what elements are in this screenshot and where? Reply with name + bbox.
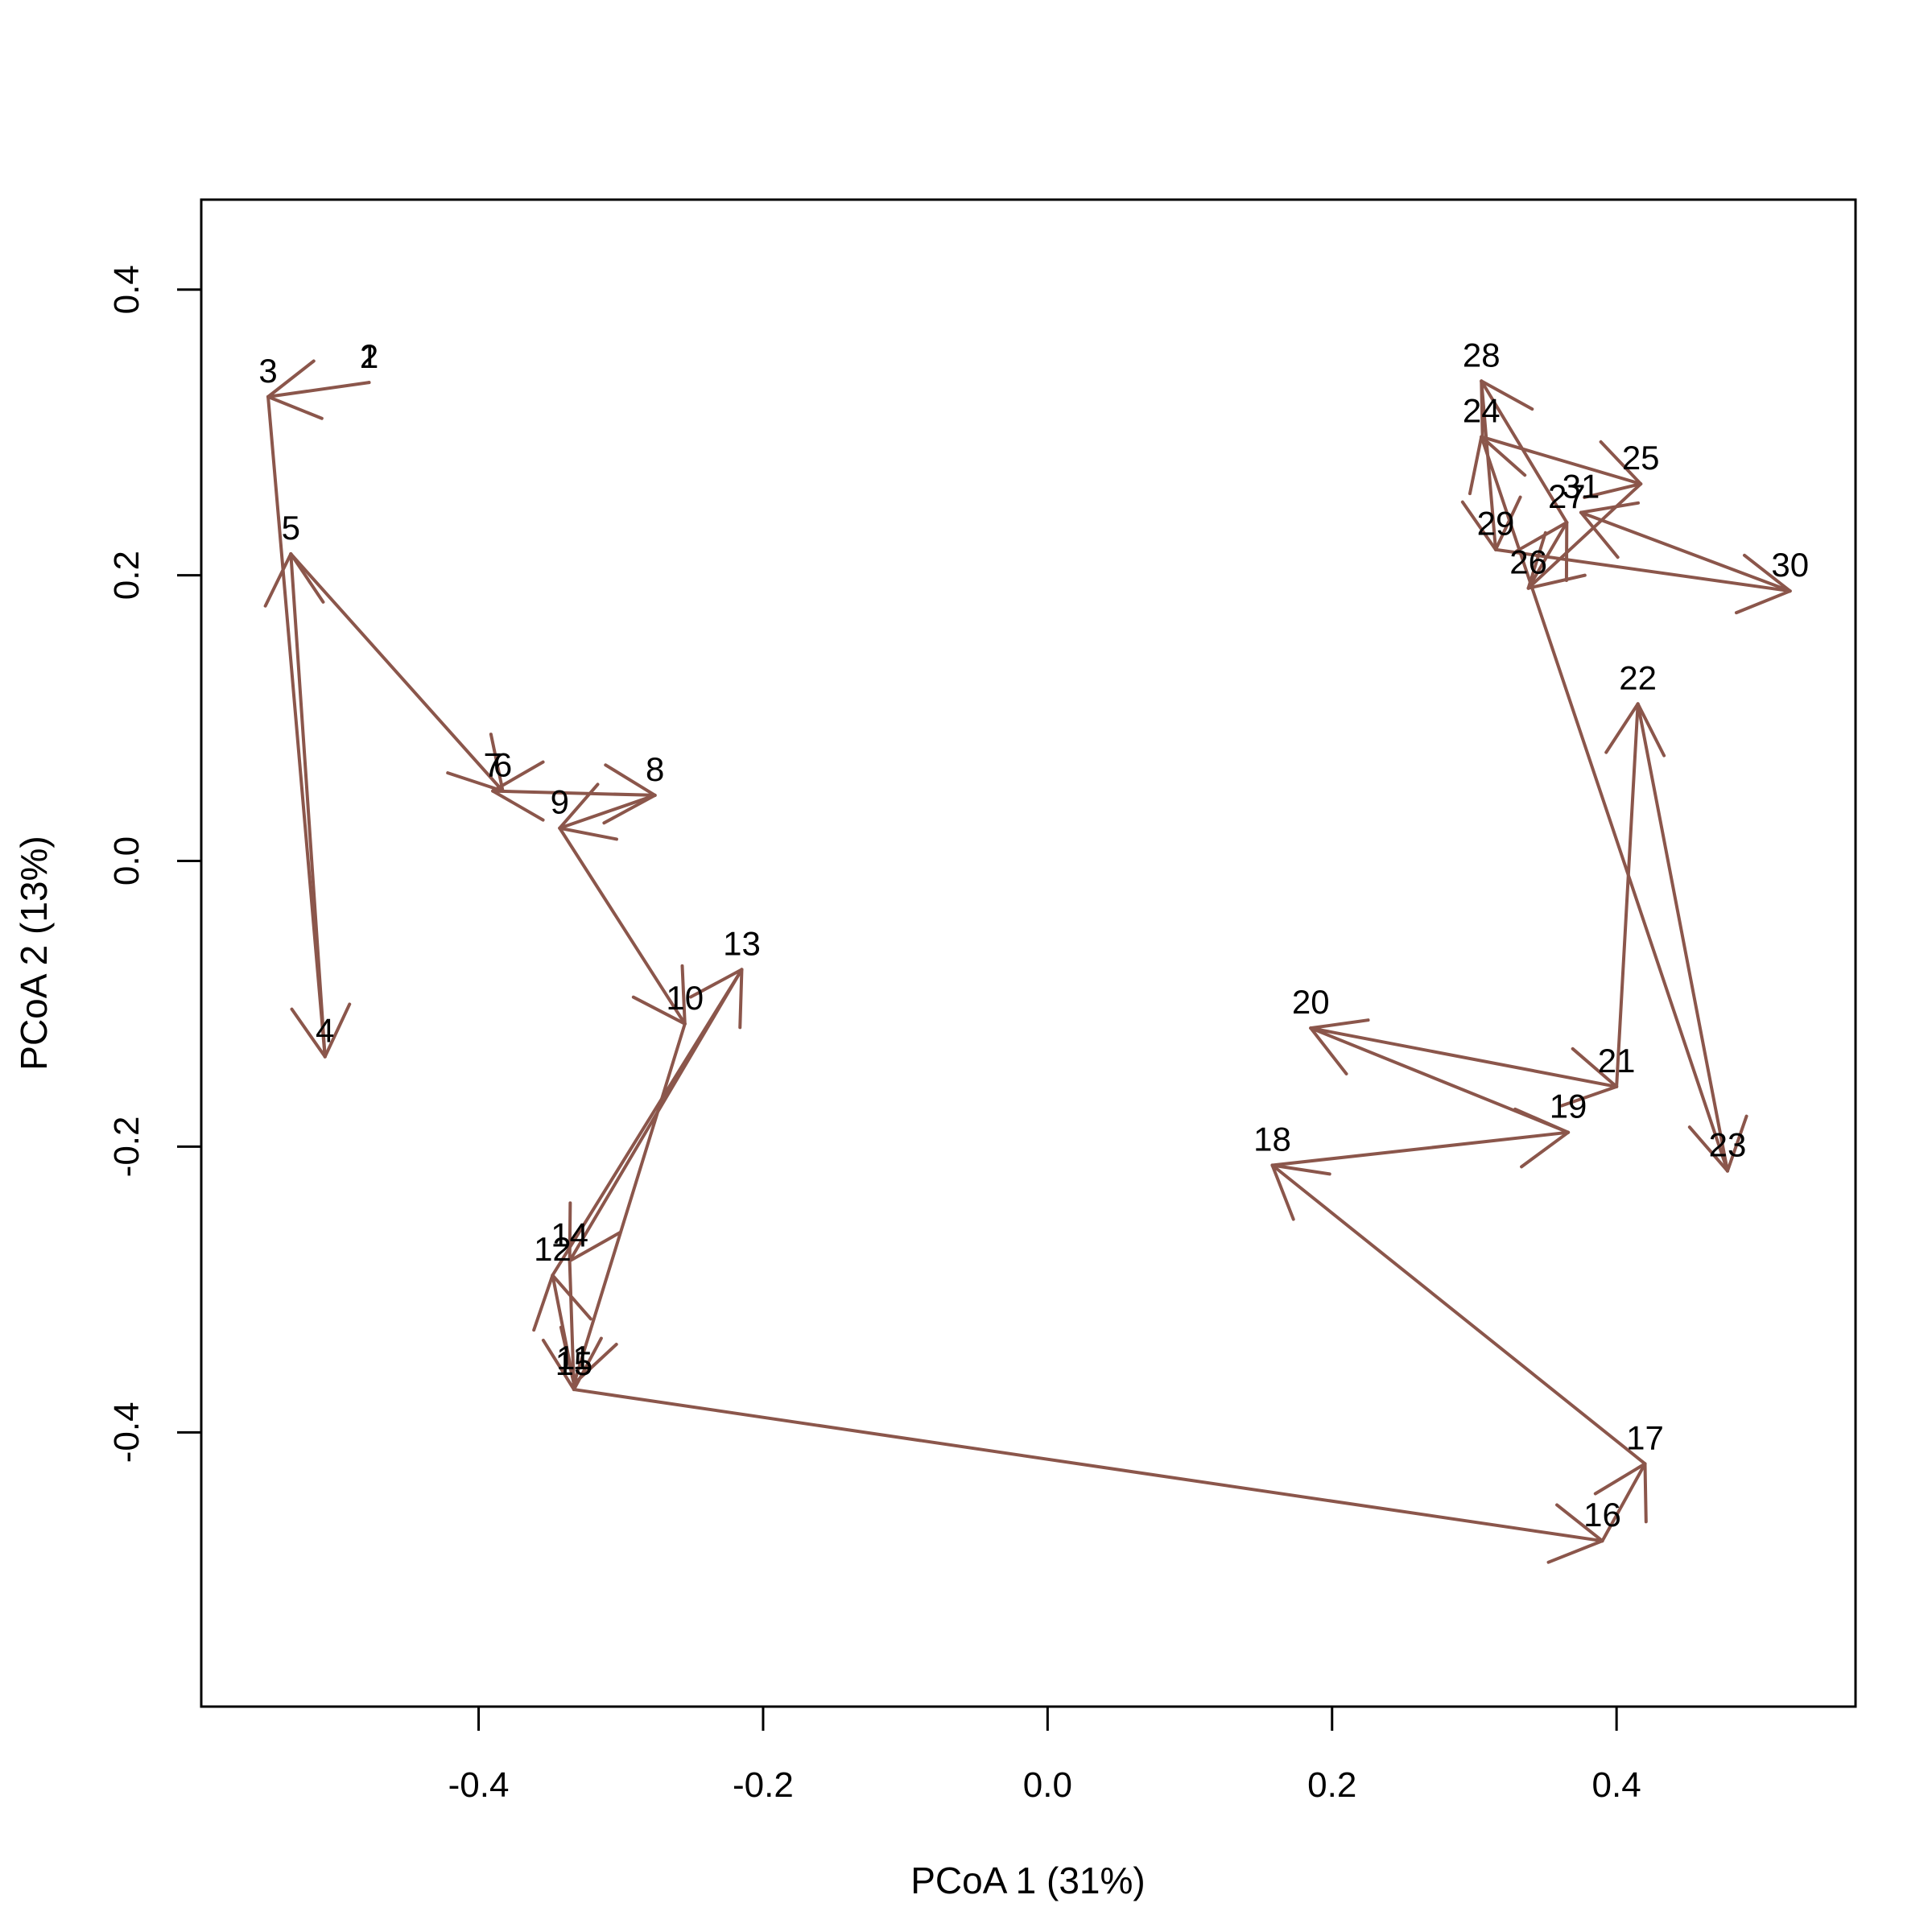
point-label: 14 <box>551 1216 588 1253</box>
point-label: 13 <box>723 924 761 962</box>
arrow-layer <box>263 359 1792 1564</box>
point-label: 23 <box>1709 1126 1747 1164</box>
point-label: 28 <box>1463 336 1501 374</box>
arrow-9-to-10 <box>558 826 687 1026</box>
point-label: 9 <box>551 783 569 821</box>
arrow-21-to-22 <box>1604 702 1666 1088</box>
point-label: 29 <box>1477 505 1515 543</box>
arrow-7-to-8 <box>491 763 657 825</box>
x-axis: -0.4 -0.2 0.0 0.2 0.4 <box>448 1705 1641 1805</box>
arrow-30-to-31 <box>1579 501 1792 593</box>
y-axis-title: PCoA 2 (13%) <box>13 836 55 1070</box>
point-label: 8 <box>646 750 664 788</box>
arrow-5-to-6 <box>289 552 505 793</box>
arrow-8-to-9 <box>558 782 657 841</box>
arrow-29-to-30 <box>1493 547 1792 615</box>
point-label: 15 <box>555 1344 593 1382</box>
y-tick-label: -0.4 <box>107 1402 147 1463</box>
y-axis: -0.4 -0.2 0.0 0.2 0.4 <box>107 265 203 1463</box>
x-tick-label: 0.0 <box>1023 1765 1072 1805</box>
point-label: 25 <box>1622 439 1660 477</box>
point-label: 2 <box>360 337 378 375</box>
arrow-13-to-14 <box>568 968 744 1263</box>
point-label: 22 <box>1619 658 1657 696</box>
point-label: 24 <box>1463 392 1501 430</box>
arrow-25-to-26 <box>1526 482 1643 590</box>
point-label: 27 <box>1548 477 1586 515</box>
point-label: 21 <box>1598 1042 1636 1080</box>
point-label: 31 <box>1563 468 1600 506</box>
point-label: 7 <box>484 746 502 784</box>
point-label: 6 <box>493 746 512 784</box>
arrow-4-to-5 <box>263 552 327 1059</box>
point-label: 30 <box>1771 546 1809 584</box>
arrow-24-to-25 <box>1480 435 1643 499</box>
y-tick-label: 0.4 <box>107 265 147 314</box>
point-label: 18 <box>1253 1120 1291 1158</box>
arrow-10-to-11 <box>559 1022 687 1385</box>
arrow-15-to-16 <box>572 1388 1604 1564</box>
x-tick-label: 0.2 <box>1307 1765 1356 1805</box>
point-label: 3 <box>258 352 277 390</box>
arrow-16-to-17 <box>1593 1462 1648 1543</box>
point-label: 10 <box>666 979 704 1017</box>
x-axis-title: PCoA 1 (31%) <box>910 1860 1145 1901</box>
y-tick-label: -0.2 <box>107 1117 147 1178</box>
arrow-3-to-4 <box>266 394 352 1059</box>
arrow-22-to-23 <box>1636 702 1748 1173</box>
arrow-14-to-15 <box>541 1259 603 1392</box>
x-tick-label: -0.4 <box>448 1765 510 1805</box>
point-label: 20 <box>1292 983 1330 1021</box>
x-tick-label: -0.2 <box>733 1765 794 1805</box>
point-label: 4 <box>316 1012 334 1050</box>
point-label: 12 <box>534 1230 572 1268</box>
point-label: 11 <box>556 1339 592 1377</box>
y-tick-label: 0.0 <box>107 836 147 886</box>
point-label: 5 <box>282 509 300 547</box>
arrow-20-to-21 <box>1309 1026 1619 1108</box>
point-label: 16 <box>1583 1496 1621 1534</box>
arrow-18-to-19 <box>1270 1107 1571 1169</box>
arrow-19-to-20 <box>1309 1018 1571 1134</box>
arrow-2-to-3 <box>266 359 371 420</box>
point-label: 17 <box>1626 1418 1664 1456</box>
point-label: 1 <box>360 337 378 375</box>
arrow-23-to-24 <box>1468 435 1729 1173</box>
y-tick-label: 0.2 <box>107 551 147 600</box>
arrow-17-to-18 <box>1270 1163 1647 1466</box>
arrow-28-to-29 <box>1460 379 1522 551</box>
point-label: 19 <box>1550 1088 1587 1125</box>
point-label: 26 <box>1509 543 1547 581</box>
x-tick-label: 0.4 <box>1592 1765 1641 1805</box>
plot-frame <box>200 198 1857 1708</box>
